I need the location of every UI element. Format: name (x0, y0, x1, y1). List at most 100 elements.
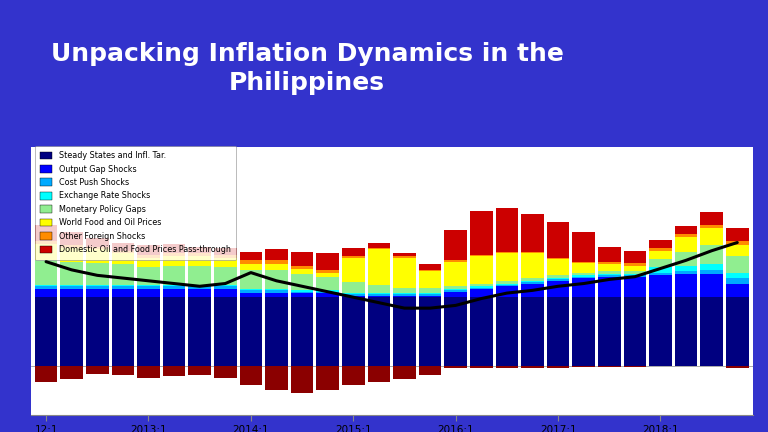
Bar (547, 222, 569, 257)
Bar (342, 295, 365, 296)
Bar (240, 293, 262, 297)
Bar (700, 274, 723, 297)
Bar (445, 297, 467, 365)
Bar (598, 247, 621, 262)
Bar (368, 249, 390, 285)
Bar (547, 365, 569, 368)
Bar (163, 365, 185, 376)
Bar (521, 214, 544, 252)
Bar (111, 254, 134, 264)
Bar (495, 285, 518, 286)
Bar (214, 255, 237, 257)
Bar (445, 230, 467, 260)
Bar (163, 285, 185, 286)
Bar (726, 228, 749, 241)
Bar (726, 273, 749, 278)
Bar (521, 252, 544, 254)
Bar (393, 257, 415, 288)
Bar (188, 297, 211, 365)
Bar (61, 285, 83, 286)
Bar (137, 297, 160, 365)
Bar (316, 273, 339, 277)
Bar (495, 254, 518, 281)
Bar (547, 259, 569, 275)
Bar (35, 285, 58, 286)
Bar (368, 295, 390, 296)
Bar (649, 273, 672, 275)
Bar (521, 283, 544, 297)
Bar (342, 297, 365, 365)
Bar (572, 232, 595, 262)
Bar (61, 262, 83, 285)
Bar (35, 225, 58, 241)
Bar (624, 297, 646, 365)
Bar (624, 277, 646, 297)
Bar (393, 295, 415, 296)
Bar (163, 244, 185, 254)
Bar (163, 266, 185, 285)
Bar (265, 297, 288, 365)
Bar (188, 256, 211, 266)
Bar (624, 251, 646, 263)
Bar (316, 293, 339, 297)
Bar (316, 277, 339, 290)
Bar (342, 257, 365, 282)
Bar (240, 290, 262, 293)
Bar (368, 242, 390, 248)
Bar (137, 286, 160, 289)
Bar (291, 274, 313, 290)
Bar (291, 290, 313, 292)
Bar (86, 263, 108, 285)
Bar (419, 365, 442, 375)
Bar (188, 266, 211, 285)
Bar (111, 289, 134, 297)
Bar (393, 288, 415, 293)
Bar (547, 257, 569, 259)
Bar (445, 286, 467, 289)
Bar (291, 252, 313, 266)
Bar (342, 282, 365, 293)
Bar (445, 290, 467, 292)
Bar (572, 263, 595, 273)
Bar (137, 285, 160, 286)
Bar (495, 283, 518, 285)
Bar (598, 271, 621, 274)
Bar (726, 256, 749, 273)
Bar (572, 273, 595, 275)
Bar (137, 365, 160, 378)
Bar (240, 264, 262, 270)
Bar (675, 297, 697, 365)
Bar (393, 256, 415, 257)
Bar (61, 248, 83, 262)
Bar (675, 271, 697, 274)
Bar (649, 275, 672, 297)
Bar (419, 271, 442, 288)
Bar (675, 237, 697, 252)
Bar (111, 286, 134, 289)
Bar (111, 285, 134, 286)
Bar (163, 289, 185, 297)
Bar (649, 267, 672, 273)
Bar (316, 365, 339, 390)
Bar (470, 256, 492, 283)
Bar (419, 296, 442, 297)
Bar (419, 297, 442, 365)
Bar (265, 293, 288, 297)
Bar (470, 289, 492, 297)
Bar (61, 232, 83, 245)
Bar (111, 251, 134, 254)
Bar (137, 245, 160, 255)
Bar (521, 297, 544, 365)
Bar (86, 285, 108, 286)
Bar (188, 365, 211, 375)
Text: Unpacking Inflation Dynamics in the
Philippines: Unpacking Inflation Dynamics in the Phil… (51, 41, 564, 95)
Bar (445, 365, 467, 368)
Bar (163, 254, 185, 256)
Bar (240, 270, 262, 289)
Bar (521, 282, 544, 283)
Bar (163, 297, 185, 365)
Bar (291, 292, 313, 293)
Bar (700, 228, 723, 245)
Bar (495, 286, 518, 297)
Bar (86, 286, 108, 289)
